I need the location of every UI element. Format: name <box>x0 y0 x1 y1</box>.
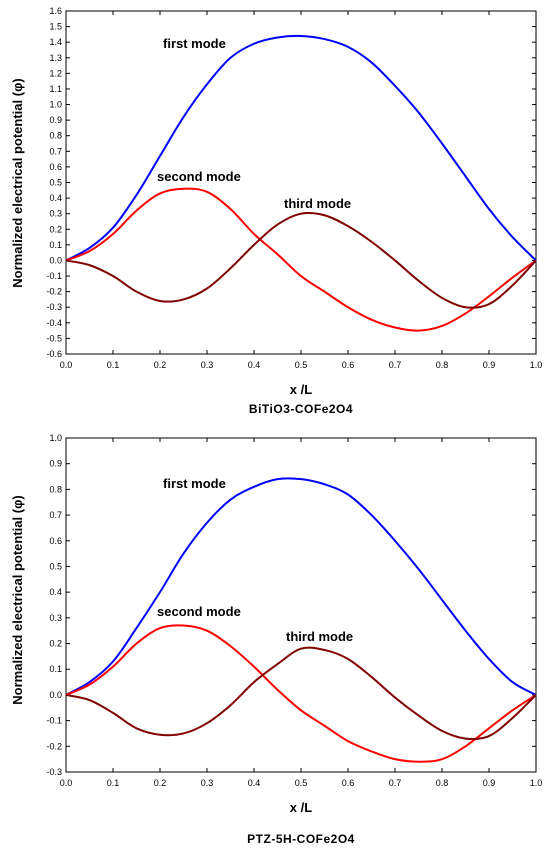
y-tick-label: 0.9 <box>49 459 62 469</box>
y-tick-label: 0.3 <box>49 209 62 219</box>
series-line-second-mode <box>65 624 537 763</box>
y-tick-label: 1.5 <box>49 22 62 32</box>
series-line-first-mode <box>65 477 537 696</box>
chart-2-plot-frame <box>65 437 537 773</box>
y-tick-label: -0.6 <box>46 349 62 359</box>
chart-2-annotation-first-mode: first mode <box>163 476 226 491</box>
y-tick-label: 1.0 <box>49 100 62 110</box>
chart-1-caption: BiTiO3-COFe2O4 <box>249 402 353 416</box>
y-tick-label: 0.0 <box>49 690 62 700</box>
y-tick-label: 0.8 <box>49 484 62 494</box>
y-tick-label: 0.1 <box>49 664 62 674</box>
y-tick-label: 0.6 <box>49 536 62 546</box>
y-tick-label: 0.1 <box>49 240 62 250</box>
chart-1-plot-frame <box>65 10 537 355</box>
y-tick-label: -0.5 <box>46 333 62 343</box>
x-tick-label: 0.1 <box>107 778 120 788</box>
x-tick-label: 0.3 <box>201 778 214 788</box>
x-tick-label: 0.0 <box>60 778 73 788</box>
y-tick-label: -0.3 <box>46 302 62 312</box>
chart-1-annotation-second-mode: second mode <box>157 169 241 184</box>
chart-1: -0.6 -0.5 -0.4 -0.3 -0.2 -0.1 0.0 0.1 0.2 0.3 0.4 0… <box>10 6 542 416</box>
y-tick-label: -0.1 <box>46 271 62 281</box>
chart-2-annotation-third-mode: third mode <box>286 629 353 644</box>
y-tick-label: 1.0 <box>49 433 62 443</box>
y-tick-label: -0.2 <box>46 741 62 751</box>
x-tick-label: 0.3 <box>201 360 214 370</box>
x-tick-label: 0.5 <box>295 360 308 370</box>
chart-1-y-axis-label: Normalized electrical potential (φ) <box>10 78 25 287</box>
x-tick-label: 0.4 <box>248 360 261 370</box>
chart-2-x-axis-label: x /L <box>290 800 312 815</box>
y-tick-label: -0.3 <box>46 767 62 777</box>
x-tick-label: 0.8 <box>436 360 449 370</box>
series-line-second-mode <box>65 187 537 332</box>
chart-1-annotation-third-mode: third mode <box>284 196 351 211</box>
x-tick-label: 0.7 <box>389 778 402 788</box>
y-tick-label: 0.2 <box>49 224 62 234</box>
y-tick-label: 1.6 <box>49 6 62 16</box>
y-tick-label: 0.4 <box>49 587 62 597</box>
chart-2-annotation-second-mode: second mode <box>157 604 241 619</box>
y-tick-label: 0.7 <box>49 510 62 520</box>
x-tick-label: 0.2 <box>154 360 167 370</box>
x-tick-label: 0.4 <box>248 778 261 788</box>
y-tick-label: -0.4 <box>46 318 62 328</box>
y-tick-label: 0.7 <box>49 146 62 156</box>
x-tick-label: 1.0 <box>530 360 543 370</box>
y-tick-label: -0.2 <box>46 287 62 297</box>
y-tick-label: 0.8 <box>49 131 62 141</box>
chart-2: -0.3 -0.2 -0.1 0.0 0.1 0.2 0.3 0.4 0.5 0.6 0.7 0.8 0… <box>10 433 542 846</box>
x-tick-label: 0.8 <box>436 778 449 788</box>
x-tick-label: 0.5 <box>295 778 308 788</box>
y-tick-label: 0.0 <box>49 255 62 265</box>
chart-2-caption: PTZ-5H-COFe2O4 <box>247 832 355 846</box>
y-tick-label: 0.4 <box>49 193 62 203</box>
x-tick-label: 0.7 <box>389 360 402 370</box>
y-tick-label: 0.3 <box>49 613 62 623</box>
y-tick-label: 0.5 <box>49 178 62 188</box>
y-tick-label: 1.3 <box>49 53 62 63</box>
chart-2-y-axis-label: Normalized electrical potential (φ) <box>10 495 25 704</box>
x-tick-label: 0.0 <box>60 360 73 370</box>
y-tick-label: 0.6 <box>49 162 62 172</box>
x-tick-label: 0.2 <box>154 778 167 788</box>
series-line-third-mode <box>65 646 537 741</box>
x-tick-label: 0.9 <box>483 778 496 788</box>
x-tick-label: 0.1 <box>107 360 120 370</box>
y-tick-label: 0.9 <box>49 115 62 125</box>
x-tick-label: 1.0 <box>530 778 543 788</box>
y-tick-label: 0.5 <box>49 561 62 571</box>
series-line-first-mode <box>65 34 537 262</box>
y-tick-label: -0.1 <box>46 716 62 726</box>
series-line-third-mode <box>65 211 537 309</box>
chart-1-annotation-first-mode: first mode <box>163 36 226 51</box>
x-tick-label: 0.6 <box>342 360 355 370</box>
x-tick-label: 0.9 <box>483 360 496 370</box>
y-tick-label: 1.4 <box>49 37 62 47</box>
y-tick-label: 1.1 <box>49 84 62 94</box>
y-tick-label: 0.2 <box>49 639 62 649</box>
x-tick-label: 0.6 <box>342 778 355 788</box>
y-tick-label: 1.2 <box>49 68 62 78</box>
chart-1-x-axis-label: x /L <box>290 382 312 397</box>
